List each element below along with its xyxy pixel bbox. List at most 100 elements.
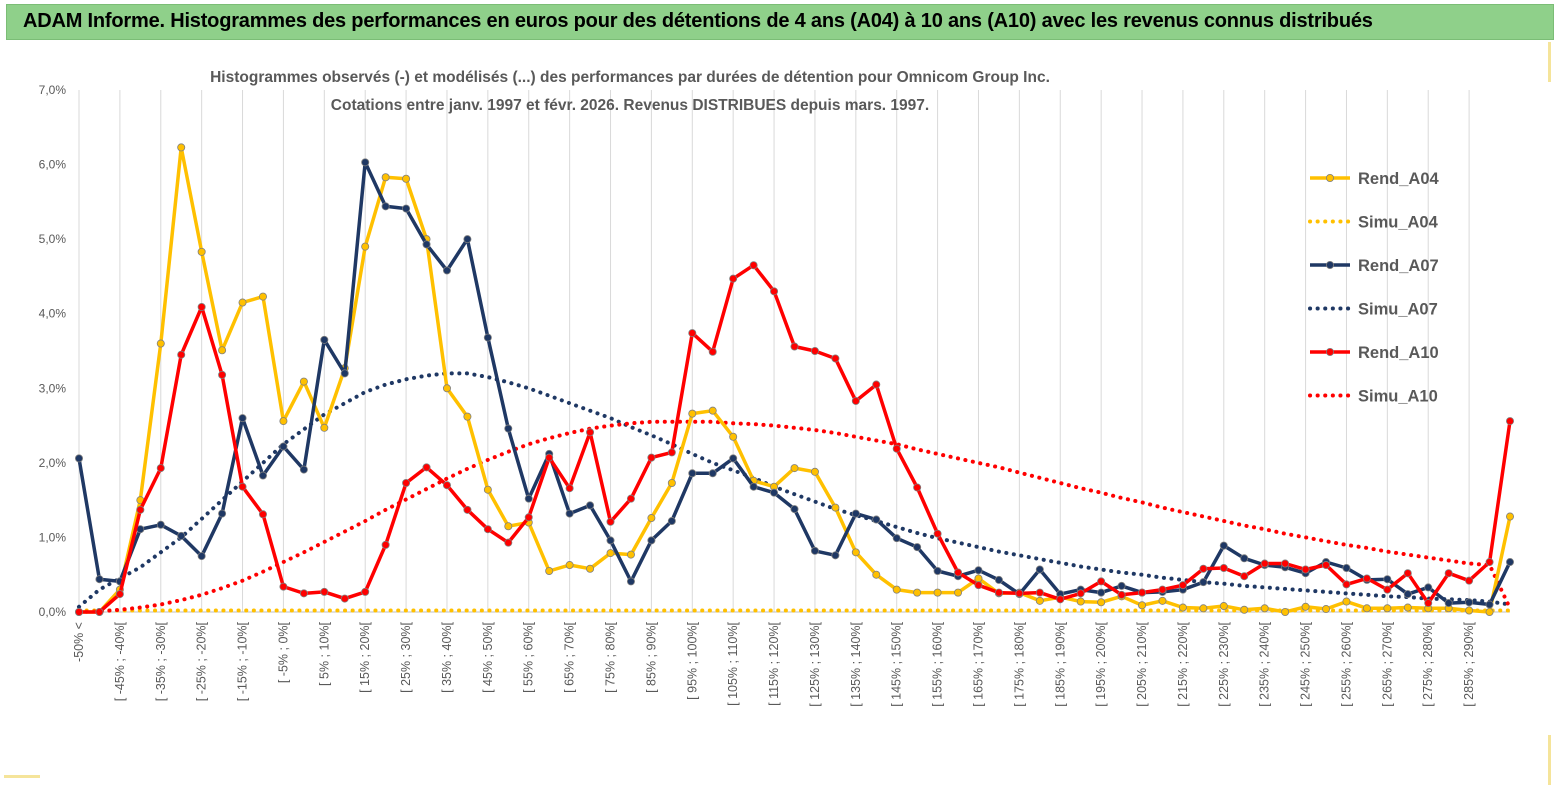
data-point [1199,564,1208,573]
data-point [1342,564,1351,573]
data-point [258,471,267,480]
data-point [483,525,492,534]
data-point [1219,541,1228,550]
x-tick-label: [ 95% ; 100%[ [685,621,699,699]
data-point [729,454,738,463]
legend-marker [1326,173,1335,182]
data-point [1219,564,1228,573]
data-point [913,483,922,492]
data-point [1199,578,1208,587]
series-rend-a04 [75,143,1515,617]
data-point [299,589,308,598]
data-point [933,529,942,538]
data-point [1076,597,1085,606]
data-point [831,354,840,363]
data-point [586,501,595,510]
data-point [647,536,656,545]
data-point [1342,580,1351,589]
data-point [749,261,758,270]
x-tick-label: [ 15% ; 20%[ [358,621,372,692]
data-point [749,482,758,491]
data-point [1178,581,1187,590]
x-tick-label: [ 175% ; 180%[ [1012,621,1026,706]
data-point [483,485,492,494]
data-point [1506,512,1515,521]
x-tick-label: [ -45% ; -40%[ [113,621,127,701]
data-point [1035,596,1044,605]
data-point [177,350,186,359]
data-point [1097,577,1106,586]
y-tick-label: 4,0% [39,307,67,321]
data-point [177,531,186,540]
legend-label: Rend_A10 [1358,344,1439,362]
x-tick-label: [ -35% ; -30%[ [154,621,168,701]
y-tick-label: 7,0% [39,83,67,97]
data-point [258,292,267,301]
data-point [708,406,717,415]
data-point [729,274,738,283]
data-point [831,503,840,512]
x-tick-label: [ 195% ; 200%[ [1094,621,1108,706]
data-point [1117,590,1126,599]
data-point [197,247,206,256]
data-point [606,536,615,545]
data-point [238,414,247,423]
data-point [218,509,227,518]
data-point [933,566,942,575]
data-point [156,339,165,348]
data-point [1383,585,1392,594]
x-tick-label: [ 85% ; 90%[ [644,621,658,692]
data-point [361,158,370,167]
data-point [340,594,349,603]
legend-label: Simu_A07 [1358,301,1438,319]
data-point [402,204,411,213]
data-point [974,581,983,590]
x-tick-label: [ 75% ; 80%[ [604,621,618,692]
legend-label: Rend_A07 [1358,257,1439,275]
chart-legend: Rend_A04 Simu_A04 Rend_A07 Simu_A07 Rend_A10… [1308,170,1440,406]
data-point [851,548,860,557]
series-simu-a07 [77,371,1512,609]
performance-histogram-chart: 0,0% 1,0% 2,0% 3,0% 4,0% 5,0% 6,0% 7,0% -50% < [… [39,69,1515,707]
data-point [810,346,819,355]
data-point [320,587,329,596]
data-point [381,173,390,182]
x-tick-label: [ 225% ; 230%[ [1217,621,1231,706]
data-point [95,608,104,617]
data-point [1465,606,1474,615]
x-tick-label: [ 135% ; 140%[ [849,621,863,706]
series-line [77,160,1512,607]
data-point [626,577,635,586]
legend-label: Simu_A10 [1358,388,1438,406]
legend-label: Simu_A04 [1358,214,1439,232]
data-point [1138,601,1147,610]
data-point [75,608,84,617]
data-point [1097,588,1106,597]
x-tick-label: [ 145% ; 150%[ [890,621,904,706]
corner-decoration [4,775,40,778]
x-tick-label: [ 25% ; 30%[ [399,621,413,692]
data-point [258,510,267,519]
data-point [770,488,779,497]
data-point [1301,565,1310,574]
data-point [790,342,799,351]
data-point [299,377,308,386]
report-title: ADAM Informe. Histogrammes des performan… [23,10,1373,32]
data-point [238,298,247,307]
data-point [381,202,390,211]
data-point [483,333,492,342]
x-tick-label: [ -25% ; -20%[ [195,621,209,701]
chart-area: 0,0% 1,0% 2,0% 3,0% 4,0% 5,0% 6,0% 7,0% -50% < [… [0,40,1567,791]
data-point [422,240,431,249]
y-tick-label: 0,0% [39,605,67,619]
data-point [913,543,922,552]
data-point [361,242,370,251]
data-point [381,540,390,549]
x-tick-label: [ 115% ; 120%[ [767,621,781,705]
y-tick-label: 6,0% [39,158,67,172]
data-point [95,575,104,584]
data-point [1158,596,1167,605]
data-point [1240,572,1249,581]
data-point [1485,600,1494,609]
x-axis: -50% < [ -45% ; -40%[[ -35% ; -30%[[ -25%… [72,621,1476,706]
